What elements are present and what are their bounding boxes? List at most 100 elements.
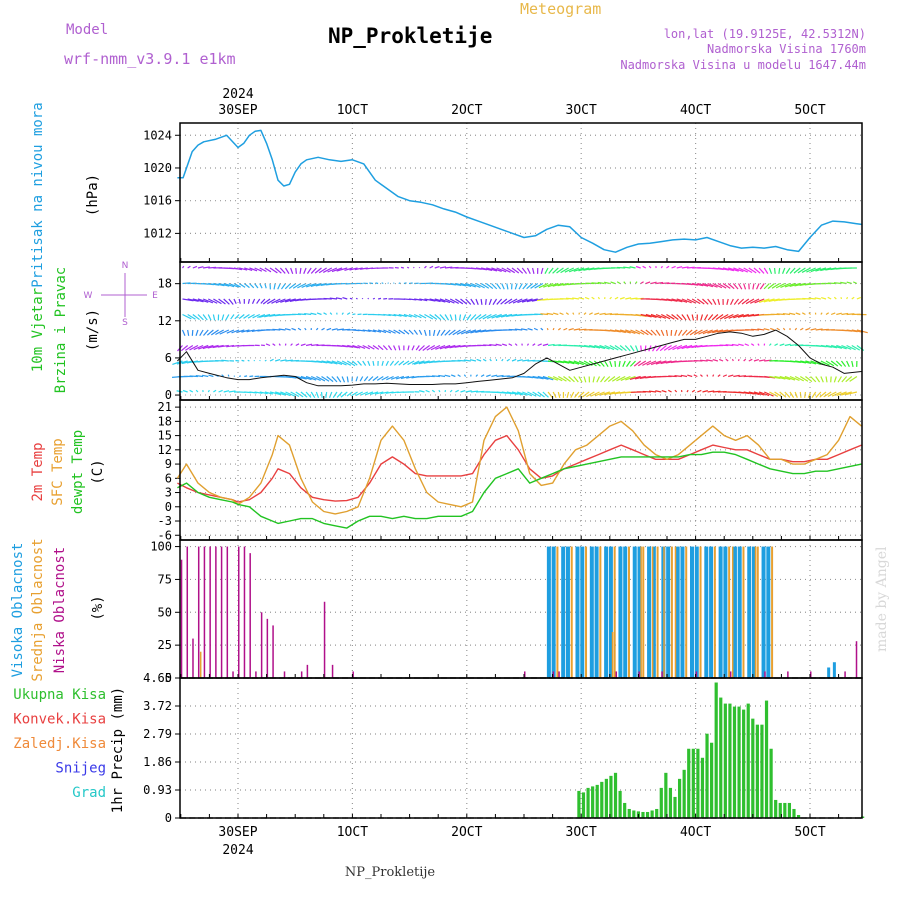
wind-arrow xyxy=(496,374,504,378)
wind-arrow xyxy=(552,282,564,287)
top-time-label: 5OCT xyxy=(794,103,825,118)
wind-arrow xyxy=(226,329,235,334)
wind-arrow xyxy=(436,329,441,336)
wind-arrow xyxy=(565,297,574,300)
wind-arrow xyxy=(257,313,266,318)
precip-bar xyxy=(705,733,709,818)
wind-arrow xyxy=(699,359,708,362)
wind-arrow xyxy=(572,312,575,315)
wind-arrow xyxy=(648,390,657,393)
wind-arrow xyxy=(349,297,353,300)
wind-arrow xyxy=(774,391,783,398)
wind-arrow xyxy=(362,344,371,350)
y-tick-label: 12 xyxy=(158,443,172,457)
precip-bar xyxy=(682,769,686,818)
wind-arrow xyxy=(629,375,641,380)
wind-arrow xyxy=(377,345,384,351)
wind-arrow xyxy=(568,360,580,365)
wind-arrow xyxy=(424,298,436,302)
wind-arrow xyxy=(431,375,440,378)
wind-arrow xyxy=(715,314,724,320)
cloud-bar-dense xyxy=(623,546,628,678)
cloud-bar-low xyxy=(180,559,183,678)
wind-arrow xyxy=(753,391,765,396)
wind-arrow xyxy=(182,265,185,269)
cloud-bar-dense xyxy=(694,546,699,678)
cloud-bar-dense xyxy=(709,546,714,678)
wind-arrow xyxy=(738,267,749,273)
wind-arrow xyxy=(625,297,632,300)
wind-arrow xyxy=(583,344,596,349)
pressure-panel: 1012 1016 1020 1024 xyxy=(143,122,863,263)
y-tick-label: 0 xyxy=(165,811,172,825)
wind-arrow xyxy=(699,374,703,377)
wind-arrow xyxy=(686,389,689,393)
wind-arrow xyxy=(285,391,296,397)
wind-arrow xyxy=(776,327,780,331)
wind-arrow xyxy=(805,360,817,365)
wind-arrow xyxy=(228,298,234,305)
wind-arrow xyxy=(656,281,664,285)
wind-arrow xyxy=(668,344,678,351)
wind-arrow xyxy=(737,298,745,305)
wind-arrow xyxy=(367,329,376,333)
wind-arrow xyxy=(271,298,281,304)
wind-arrow xyxy=(604,344,615,351)
wind-arrow xyxy=(516,267,524,274)
wind-arrow xyxy=(449,389,453,393)
wind-arrow xyxy=(537,375,549,380)
wind-arrow xyxy=(213,298,222,305)
bottom-time-label: 3OCT xyxy=(566,825,597,840)
cloud-bar-dense xyxy=(589,546,594,678)
wind-arrow xyxy=(398,313,407,318)
wind-arrow xyxy=(805,327,810,331)
wind-arrow xyxy=(722,283,731,289)
temp-line-sfc xyxy=(176,406,862,515)
precip-bar xyxy=(650,810,654,818)
cloud-bar-mid xyxy=(674,546,677,678)
wind-arrow xyxy=(500,313,513,318)
cloud-bar-low xyxy=(232,671,234,678)
wind-arrow xyxy=(345,282,353,285)
wind-arrow xyxy=(640,329,649,336)
wind-arrow xyxy=(432,329,436,336)
cloud-bar-dense xyxy=(761,546,766,678)
wind-arrow xyxy=(349,267,358,271)
wind-arrow xyxy=(650,281,657,285)
wind-arrow xyxy=(187,329,190,336)
wind-arrow xyxy=(389,360,395,366)
wind-arrow xyxy=(218,389,223,393)
cloud-bar-low xyxy=(255,671,257,678)
wind-arrow xyxy=(470,282,481,288)
wind-arrow xyxy=(423,329,427,336)
cloud-bar-low xyxy=(215,546,217,678)
wind-arrow xyxy=(264,283,267,289)
wind-arrow xyxy=(769,375,781,380)
wind-arrow xyxy=(321,327,325,331)
wind-arrow xyxy=(316,360,328,364)
cloud-bar-dense xyxy=(771,546,774,678)
wind-arrow xyxy=(719,313,729,320)
wind-arrow xyxy=(578,267,590,272)
wind-arrow xyxy=(797,267,806,274)
wind-arrow xyxy=(725,344,734,347)
wind-arrow xyxy=(635,329,645,335)
wind-arrow xyxy=(439,298,451,304)
cloud-bar-low xyxy=(238,546,240,678)
cloud-ylabel-3: Niska Oblacnost xyxy=(52,547,68,673)
wind-arrow xyxy=(687,374,693,378)
wind-arrow xyxy=(321,375,330,382)
temp-line-temp2m xyxy=(177,434,862,503)
cloud-bar-low xyxy=(260,612,263,678)
y-tick-label: 1012 xyxy=(143,226,172,240)
wind-arrow xyxy=(325,391,328,398)
wind-arrow xyxy=(516,359,523,362)
wind-arrow xyxy=(517,298,528,304)
wind-arrow xyxy=(372,345,380,350)
wind-arrow xyxy=(197,314,204,321)
wind-arrow xyxy=(583,376,587,383)
wind-arrow xyxy=(808,297,816,300)
wind-arrow xyxy=(702,390,708,393)
wind-arrow xyxy=(192,314,200,321)
wind-arrow xyxy=(674,375,682,378)
